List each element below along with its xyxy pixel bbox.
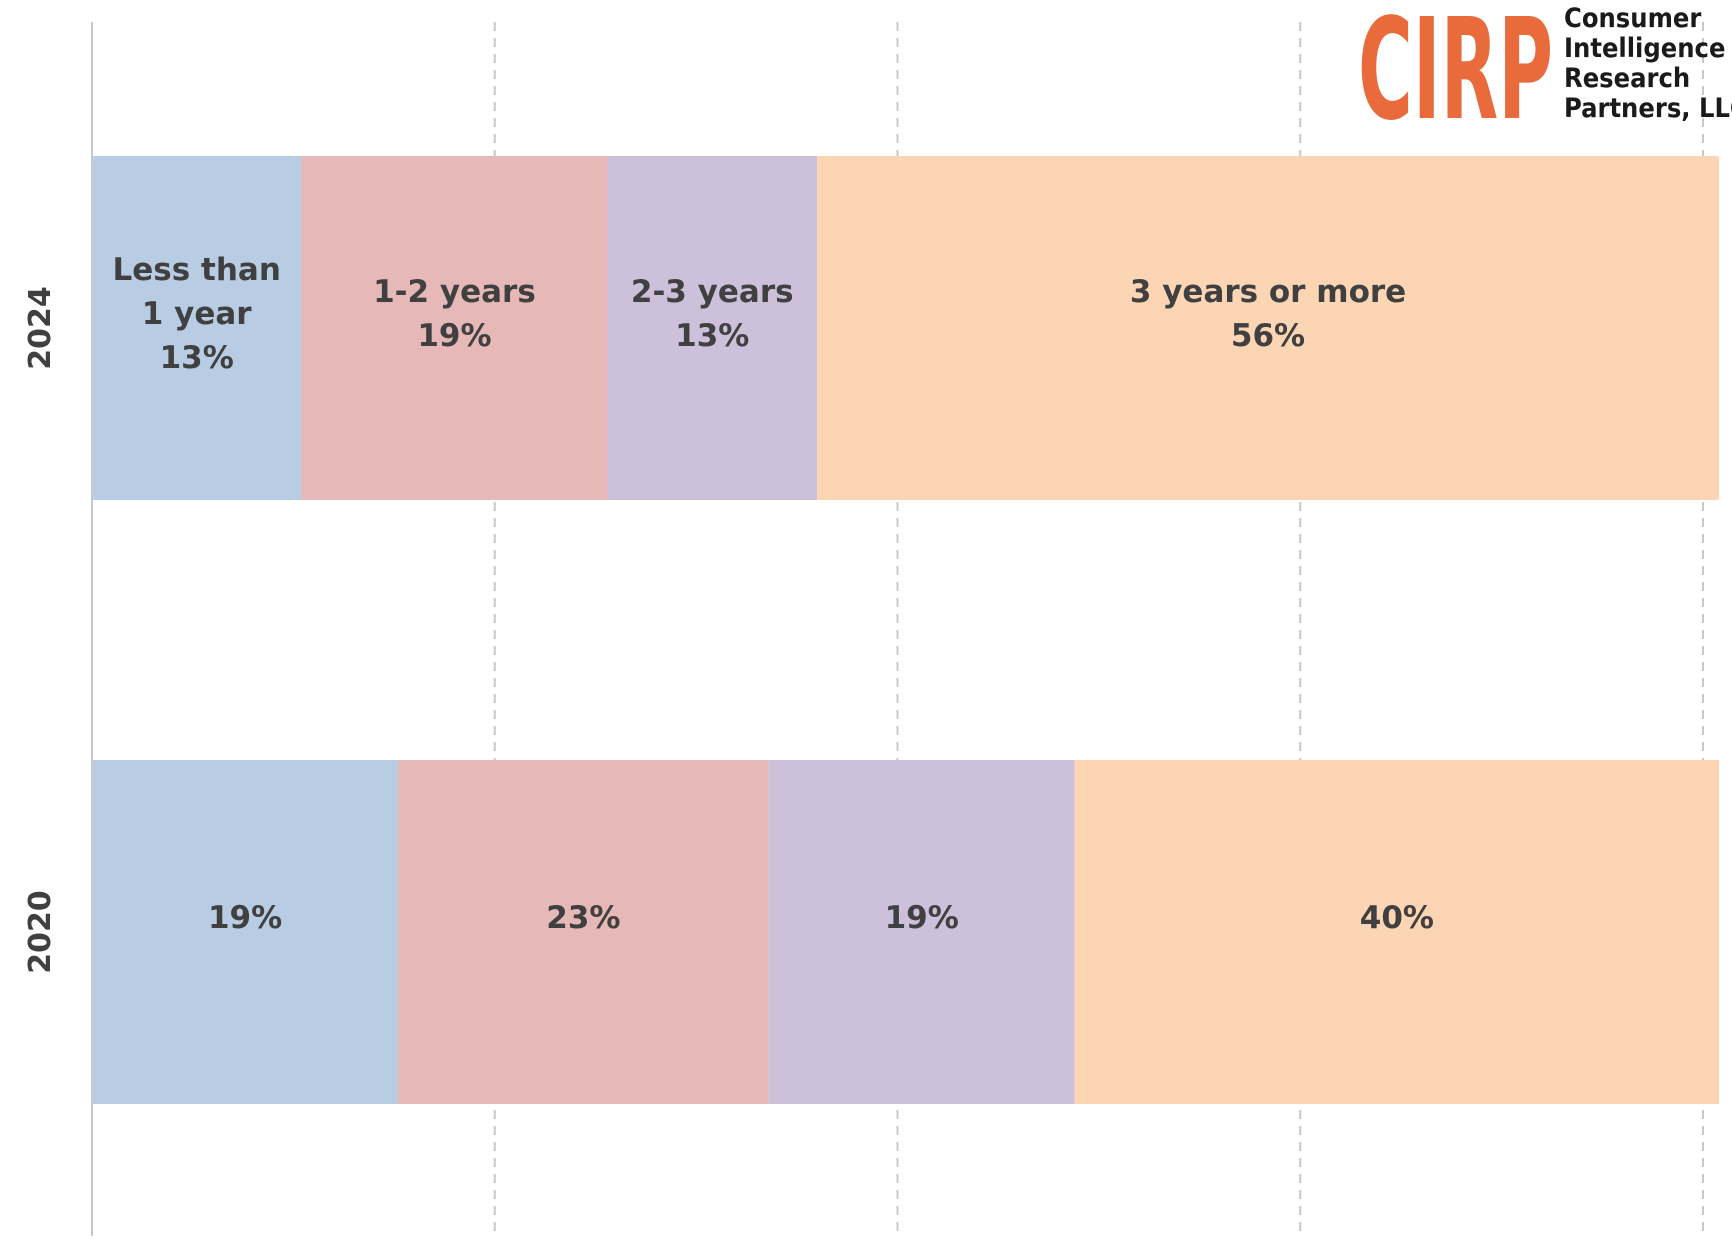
category-labels: 2024 2020 [23, 286, 58, 974]
data-label: 40% [1360, 900, 1434, 936]
bars [92, 156, 1720, 1104]
data-label: 23% [546, 900, 620, 936]
bar-segment [768, 760, 1075, 1104]
logo-mark: CIRP [1358, 0, 1553, 152]
cirp-logo: CIRP Consumer Intelligence Research Part… [1358, 0, 1732, 152]
logo-name-line: Research [1564, 63, 1690, 94]
data-label: 19% [885, 900, 959, 936]
bar-segment [816, 156, 1720, 500]
data-label: Less than 1 year 13% [113, 252, 281, 376]
logo-name-line: Partners, LLC [1564, 93, 1732, 124]
data-label: 3 years or more 56% [1130, 274, 1406, 354]
category-label: 2024 [23, 286, 58, 370]
category-label: 2020 [23, 890, 58, 974]
data-label: 2-3 years 13% [631, 274, 794, 354]
data-labels: Less than 1 year 13% 1-2 years 19% 2-3 years 1… [113, 252, 1434, 936]
bar-segment [92, 156, 302, 500]
data-label: 19% [208, 900, 282, 936]
bar-segment [92, 760, 399, 1104]
data-label: 1-2 years 19% [373, 274, 536, 354]
logo-name-line: Intelligence [1564, 33, 1725, 64]
bar-segment [301, 156, 608, 500]
bar-segment [1074, 760, 1720, 1104]
logo-name-line: Consumer [1564, 3, 1701, 34]
bar-segment [398, 760, 769, 1104]
bar-segment [607, 156, 817, 500]
